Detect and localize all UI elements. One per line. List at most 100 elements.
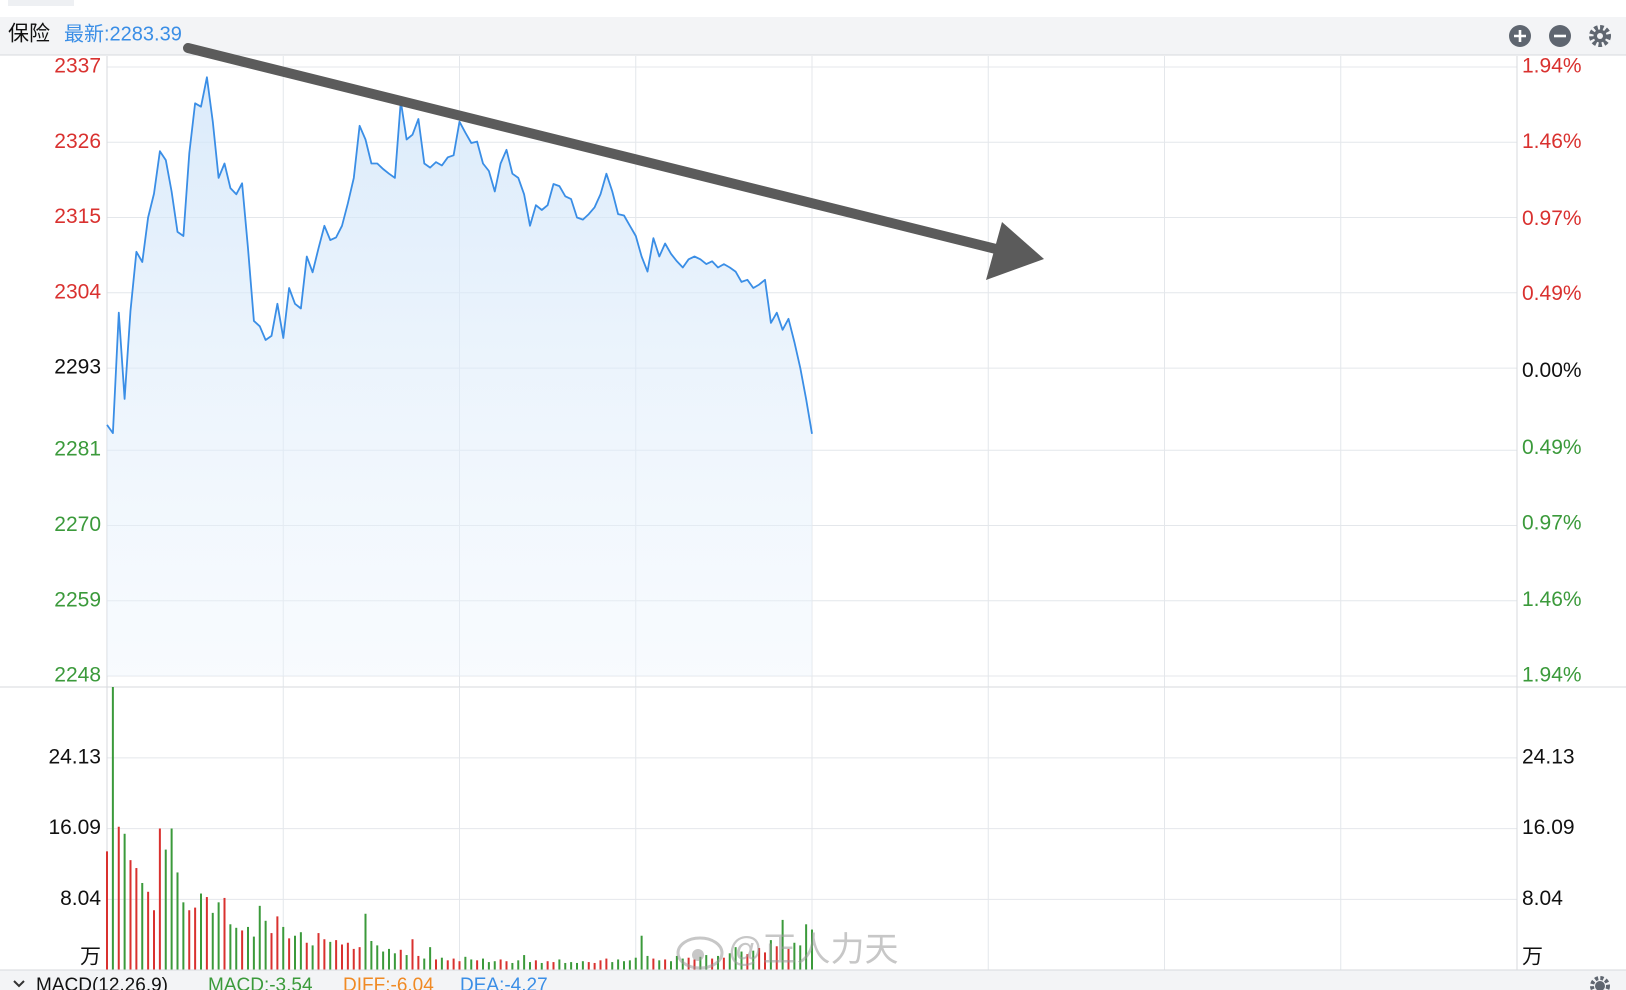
volume-bar [581,961,584,970]
volume-bar [270,933,273,970]
volume-bar [452,958,455,970]
volume-bar [764,952,766,970]
volume-bar [352,948,355,970]
volume-bar [652,958,655,970]
y2-tick-label: 0.49% [1522,436,1582,459]
volume-bar [182,902,185,970]
volume-bar [793,942,796,970]
volume-bar [135,868,138,970]
volume-bar [335,940,338,970]
volume-bar [476,960,479,970]
volume-bar [235,927,238,970]
volume-bar [693,959,696,970]
dea-value: DEA:-4.27 [460,975,548,990]
volume-bar [370,940,373,970]
y-tick-label: 24.13 [48,745,101,768]
volume-bar [129,860,132,970]
volume-bar [358,947,361,970]
volume-bar [511,962,514,970]
volume-bar [470,959,473,970]
y2-tick-label: 1.46% [1522,588,1582,611]
volume-bar [787,948,790,970]
top-strip [0,0,1626,17]
volume-bar [534,960,537,970]
volume-bar [564,962,567,970]
y-tick-label: 2304 [54,280,101,303]
volume-bar [517,960,520,970]
volume-bar [505,961,508,970]
volume-bar [640,935,643,970]
volume-bar [576,962,578,970]
volume-bar [523,955,526,970]
volume-bar [247,926,249,970]
volume-bar [628,960,631,970]
volume-bar [382,951,385,970]
latest-price: 最新:2283.39 [64,22,182,45]
volume-bar [464,956,467,970]
volume-bar [699,956,702,970]
volume-bar [499,959,502,970]
volume-bar [205,897,208,970]
volume-bar [217,902,220,970]
collapse-icon[interactable] [13,980,25,988]
volume-bar [164,849,167,970]
volume-bar [623,961,625,970]
volume-bar [200,893,202,970]
trend-arrow [183,43,1044,280]
y-tick-label: 2248 [54,664,101,687]
y-tick-label: 16.09 [48,816,101,839]
y-tick-label: 2293 [54,356,101,379]
volume-bar [805,924,808,970]
volume-bar [675,955,678,970]
volume-bar [599,960,602,970]
price-area [107,77,812,677]
volume-bar [734,947,737,970]
volume-bar [417,955,420,970]
volume-bar [446,960,449,970]
indicator-settings-button[interactable] [1590,976,1610,990]
volume-bar [435,959,437,970]
volume-bar [264,920,267,970]
volume-bar [294,935,296,970]
volume-bar [276,916,279,970]
zoom-in-button[interactable] [1509,25,1531,47]
volume-bar [194,907,197,970]
volume-bar [252,936,255,970]
volume-bar [305,942,308,970]
indicator-name: MACD(12,26,9) [36,975,168,990]
volume-bar [740,951,743,970]
volume-bar [458,961,461,970]
volume-bar [722,957,725,970]
volume-bar [758,948,761,970]
y2-tick-label: 0.97% [1522,511,1582,534]
y2-tick-label: 0.00% [1522,359,1582,382]
volume-bar [176,872,179,970]
volume-bar [117,826,120,970]
y-tick-label: 2315 [54,205,101,228]
volume-bar [646,955,649,970]
volume-bar [687,957,690,970]
volume-bar [440,957,443,970]
volume-bar [388,948,390,970]
volume-bar [158,828,161,970]
settings-button[interactable] [1589,25,1611,47]
volume-bar [429,947,432,970]
zoom-out-button[interactable] [1549,25,1571,47]
volume-bar [664,959,667,970]
header-bar [0,17,1626,55]
y2-tick-label: 0.97% [1522,207,1582,230]
volume-bar [529,962,531,970]
diff-value: DIFF:-6.04 [343,975,434,990]
volume-bar [111,687,114,970]
watermark: @正人力天 [676,931,899,970]
indicator-bar [0,970,1626,990]
volume-bar [341,944,343,970]
volume-bar [670,961,672,970]
volume-bar [411,939,414,970]
volume-bar [493,961,496,970]
volume-bar [728,953,731,970]
volume-bar [593,962,596,970]
y2-tick-label: 1.94% [1522,55,1582,78]
volume-bar [705,955,708,970]
y-tick-label: 8.04 [60,887,101,910]
